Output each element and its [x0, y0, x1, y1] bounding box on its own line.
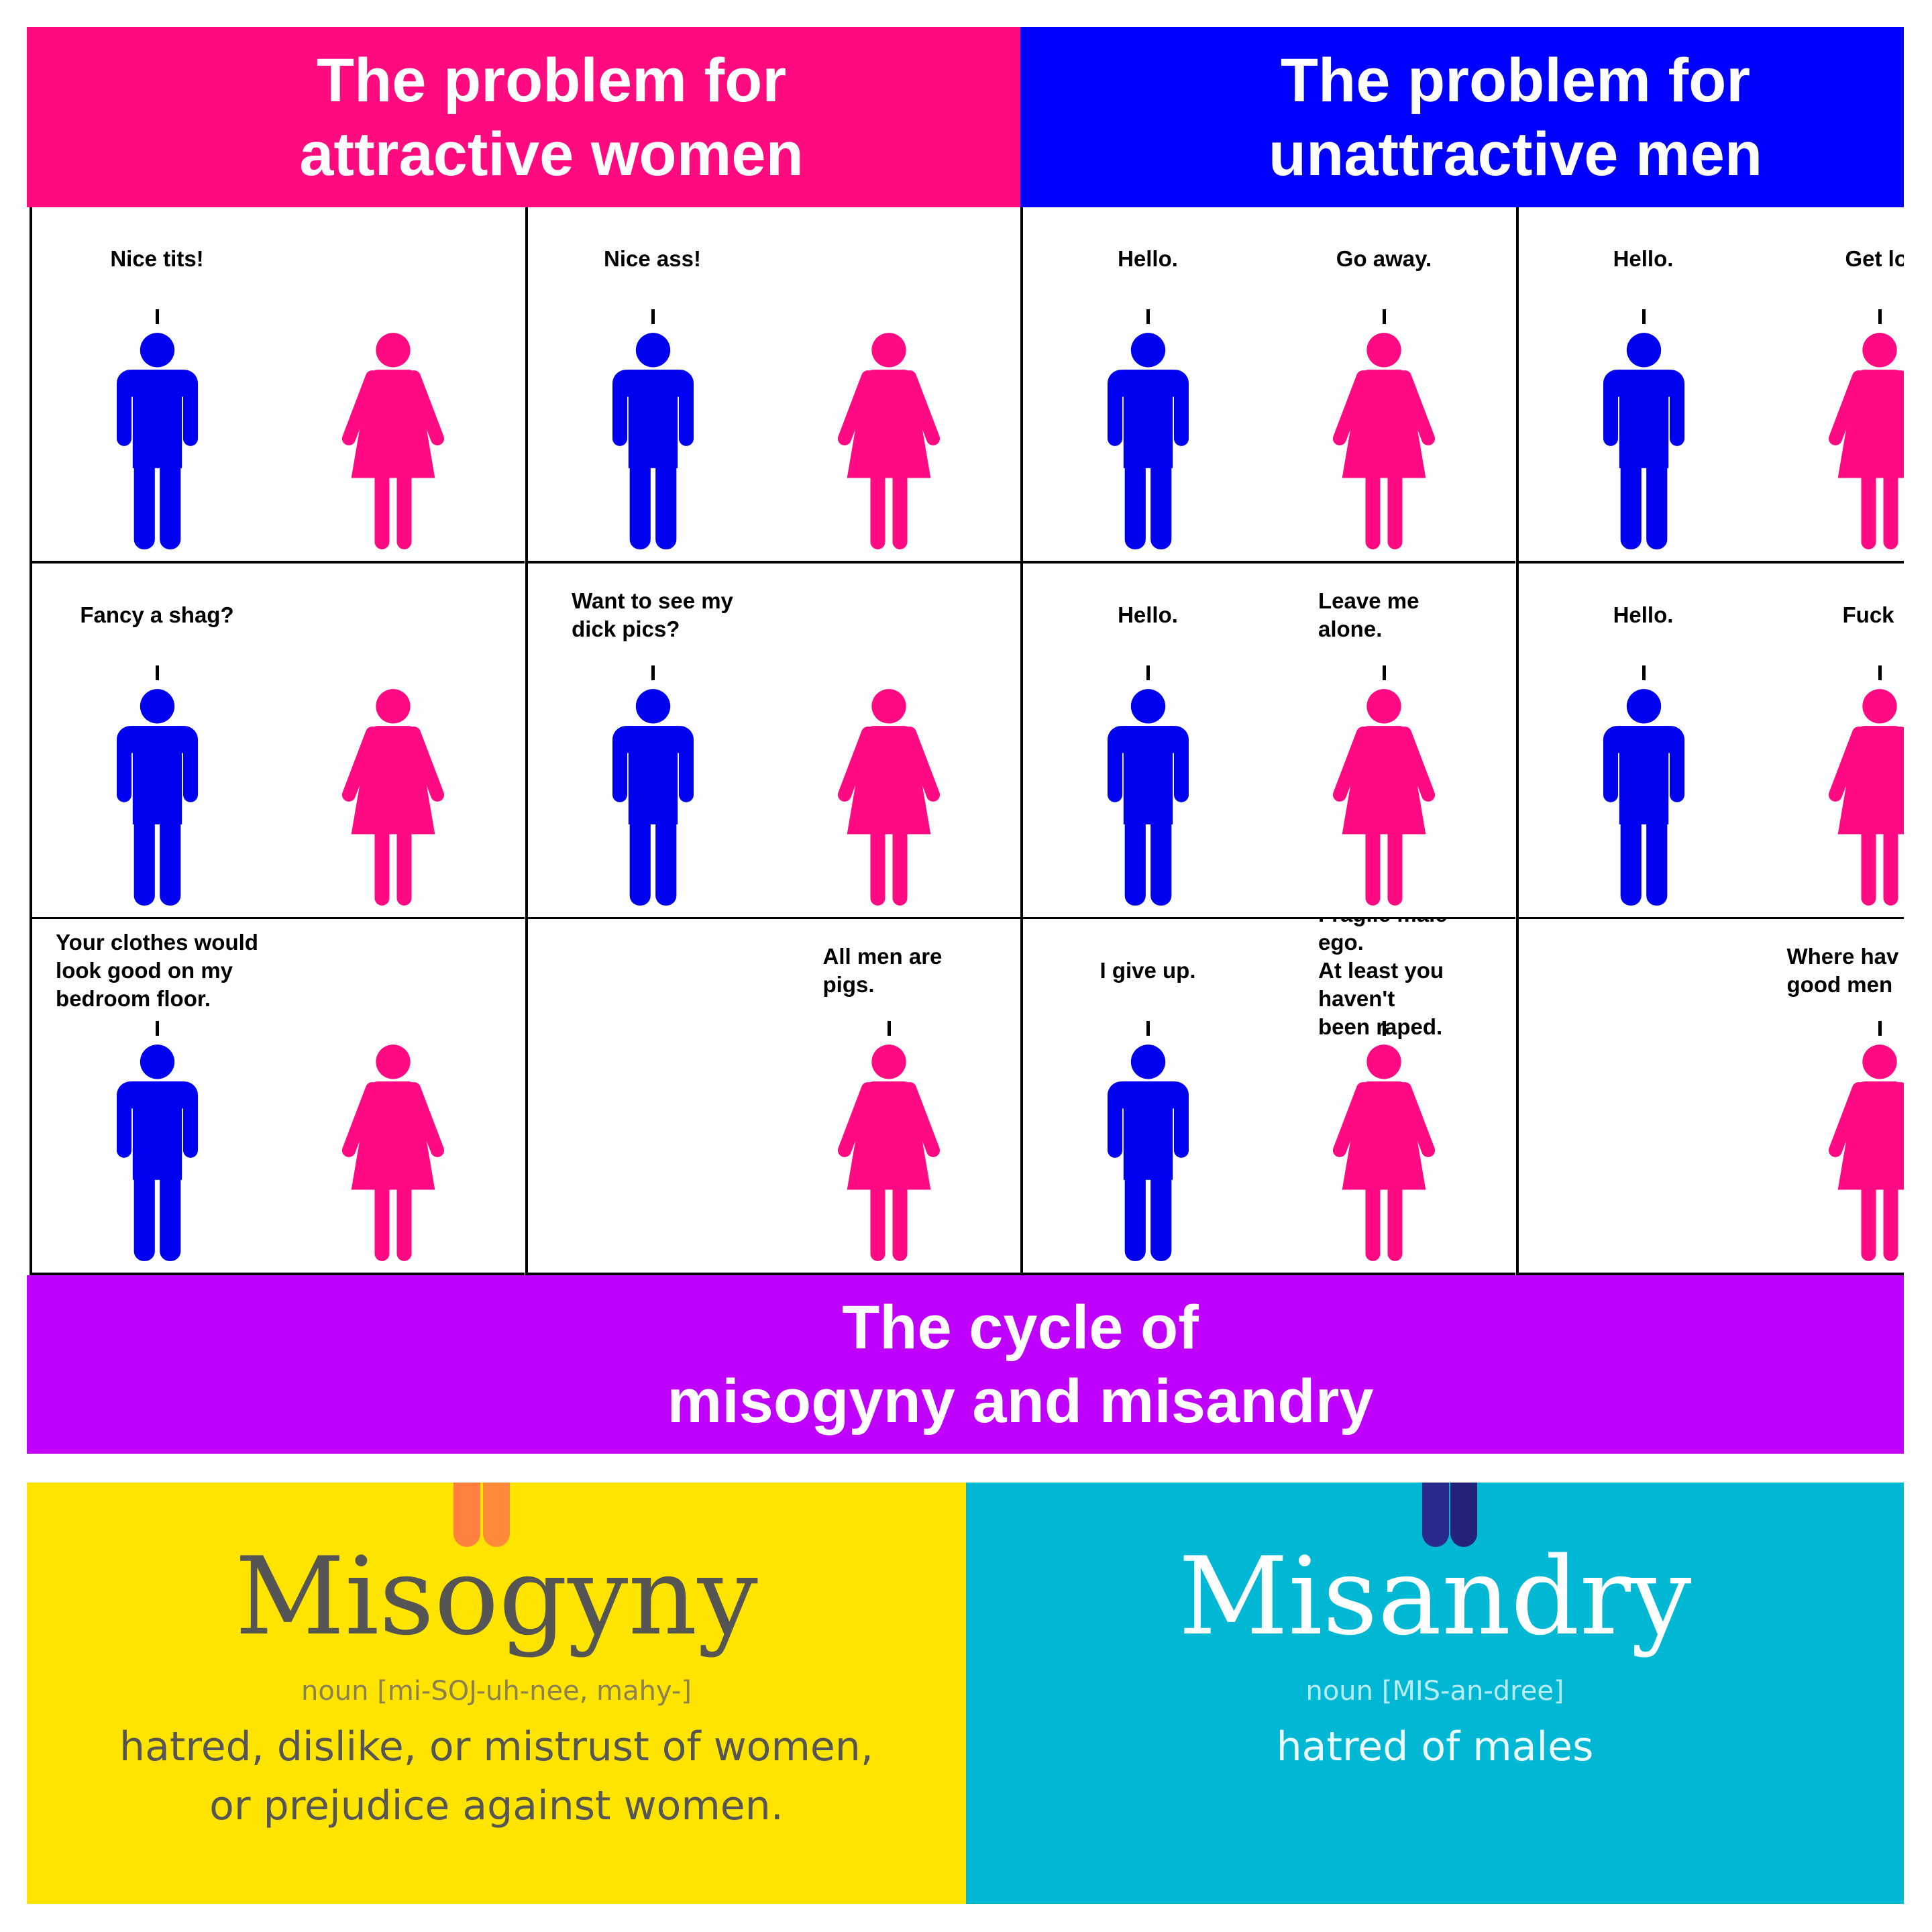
- speech-tick: [156, 665, 159, 680]
- speech-tick: [1878, 665, 1882, 680]
- man-speech-text: Your clothes would look good on my bedro…: [56, 930, 258, 1012]
- woman-figure-icon: [837, 1044, 941, 1262]
- woman-figure-icon: [837, 333, 941, 549]
- woman-figure-icon: [1828, 688, 1904, 906]
- man-speech-text: Hello.: [1118, 602, 1178, 627]
- misogyny-panel: Misogyny noun [mi-SOJ-uh-nee, mahy-] hat…: [27, 1483, 966, 1904]
- comic-cell: Hello. Leave me alone.: [1020, 563, 1515, 920]
- man-speech-text: Hello.: [1118, 246, 1178, 271]
- misandry-title: Misandry: [1178, 1534, 1692, 1659]
- woman-figure-icon: [1828, 1044, 1904, 1262]
- woman-figure-icon: [1332, 333, 1436, 549]
- speech-tick: [1642, 309, 1646, 324]
- comic-cell: Your clothes would look good on my bedro…: [30, 919, 525, 1275]
- speech-tick: [156, 1021, 159, 1036]
- man-figure-icon: [117, 1044, 198, 1262]
- misogyny-definition: hatred, dislike, or mistrust of women, o…: [119, 1723, 873, 1829]
- comic-cell: Nice ass!: [525, 207, 1020, 564]
- speech-tick: [651, 665, 655, 680]
- man-speech-text: Hello.: [1613, 246, 1674, 271]
- man-figure-icon: [612, 688, 694, 906]
- misogyny-title: Misogyny: [235, 1534, 758, 1659]
- bookmark-icon: [483, 1483, 510, 1547]
- bookmark-icon: [453, 1483, 480, 1547]
- man-figure-icon: [1603, 688, 1684, 906]
- man-figure-icon: [1108, 333, 1189, 549]
- comic-grid: Nice tits! Nice ass! Hello. Go away. Hello. G…: [30, 207, 1904, 1275]
- woman-figure-icon: [341, 1044, 445, 1262]
- woman-figure-icon: [1332, 688, 1436, 906]
- misandry-definition: hatred of males: [1276, 1723, 1594, 1770]
- comic-cell: Fancy a shag?: [30, 563, 525, 920]
- women-header: The problem for attractive women: [27, 27, 1020, 207]
- woman-speech-text: Fuck: [1842, 602, 1894, 627]
- misandry-panel: Misandry noun [MIS-an-dree] hatred of ma…: [966, 1483, 1904, 1904]
- bookmark-icon: [1450, 1483, 1477, 1547]
- speech-tick: [156, 309, 159, 324]
- man-figure-icon: [117, 333, 198, 549]
- man-figure-icon: [1108, 1044, 1189, 1262]
- man-figure-icon: [1108, 688, 1189, 906]
- woman-speech-text: Leave me alone.: [1318, 588, 1419, 641]
- man-speech-text: Want to see my dick pics?: [572, 588, 733, 641]
- woman-speech-text: Fragile male ego. At least you haven't b…: [1318, 919, 1448, 1040]
- speech-tick: [1878, 309, 1882, 324]
- women-header-title: The problem for attractive women: [299, 46, 804, 189]
- men-header-title: The problem for unattractive men: [1268, 46, 1763, 189]
- cycle-title: The cycle of misogyny and misandry: [667, 1293, 1374, 1436]
- speech-tick: [1146, 309, 1150, 324]
- woman-figure-icon: [837, 688, 941, 906]
- speech-tick: [1146, 665, 1150, 680]
- speech-tick: [1383, 1021, 1386, 1036]
- speech-tick: [1383, 665, 1386, 680]
- comic-cell: Hello. Get lo: [1515, 207, 1904, 564]
- man-figure-icon: [1603, 333, 1684, 549]
- woman-figure-icon: [341, 333, 445, 549]
- man-figure-icon: [117, 688, 198, 906]
- man-speech-text: Nice ass!: [604, 246, 701, 271]
- misandry-pronunciation: noun [MIS-an-dree]: [1305, 1676, 1564, 1707]
- man-speech-text: Fancy a shag?: [80, 602, 234, 627]
- comic-cell: Nice tits!: [30, 207, 525, 564]
- woman-figure-icon: [341, 688, 445, 906]
- man-speech-text: Hello.: [1613, 602, 1674, 627]
- speech-tick: [1146, 1021, 1150, 1036]
- speech-tick: [1642, 665, 1646, 680]
- woman-figure-icon: [1828, 333, 1904, 549]
- woman-speech-text: Get lo: [1845, 246, 1904, 271]
- man-figure-icon: [612, 333, 694, 549]
- speech-tick: [1878, 1021, 1882, 1036]
- speech-tick: [651, 309, 655, 324]
- men-header: The problem for unattractive men: [1020, 27, 1904, 207]
- cycle-band: The cycle of misogyny and misandry: [27, 1275, 1904, 1454]
- comic-cell: All men are pigs.: [525, 919, 1020, 1275]
- comic-cell: Hello. Go away.: [1020, 207, 1515, 564]
- man-speech-text: Nice tits!: [110, 246, 204, 271]
- comic-cell: Want to see my dick pics?: [525, 563, 1020, 920]
- comic-cell: I give up. Fragile male ego. At least you…: [1020, 919, 1515, 1275]
- woman-figure-icon: [1332, 1044, 1436, 1262]
- woman-speech-text: All men are pigs.: [822, 944, 943, 998]
- woman-speech-text: Where hav good men: [1786, 944, 1899, 998]
- comic-cell: Where hav good men: [1515, 919, 1904, 1275]
- man-speech-text: I give up.: [1099, 958, 1196, 983]
- bookmark-icon: [1422, 1483, 1449, 1547]
- speech-tick: [887, 1021, 891, 1036]
- woman-speech-text: Go away.: [1336, 246, 1432, 271]
- comic-cell: Hello. Fuck: [1515, 563, 1904, 920]
- misogyny-pronunciation: noun [mi-SOJ-uh-nee, mahy-]: [301, 1676, 692, 1707]
- speech-tick: [1383, 309, 1386, 324]
